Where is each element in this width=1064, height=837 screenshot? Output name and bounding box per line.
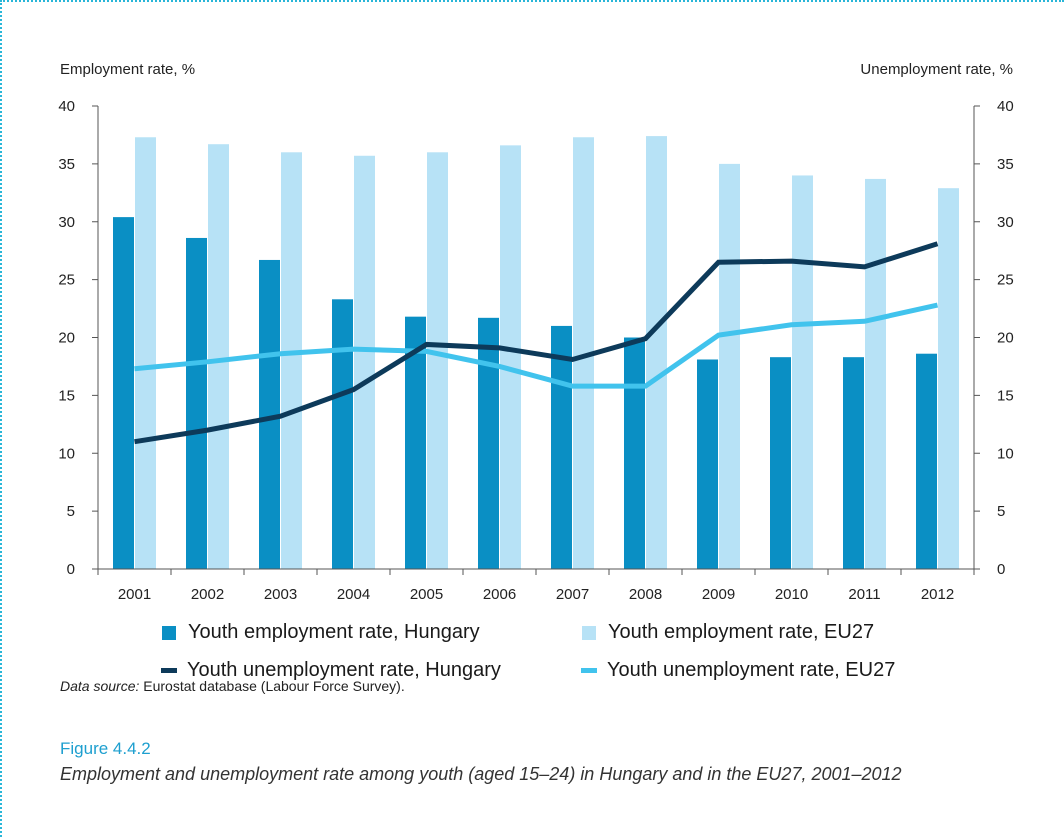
bar-employment-hungary-2002 — [186, 237, 207, 569]
right-axis-title: Unemployment rate, % — [860, 61, 1013, 78]
x-axis-tick-label-2002: 2002 — [191, 586, 224, 603]
bar-employment-eu27-2012 — [938, 188, 959, 569]
bar-employment-hungary-2011 — [843, 357, 864, 569]
frame-left-border — [0, 0, 2, 837]
bar-employment-hungary-2003 — [259, 259, 280, 569]
x-axis-tick-label-2008: 2008 — [629, 586, 662, 603]
left-axis-tick-label-0: 0 — [67, 561, 75, 578]
bar-employment-eu27-2001 — [135, 137, 156, 569]
legend-item-employment-hungary: Youth employment rate, Hungary — [162, 621, 480, 644]
lines-group — [134, 241, 939, 445]
bars-group — [113, 136, 959, 570]
right-axis-tick-label-25: 25 — [997, 272, 1014, 289]
bar-employment-eu27-2010 — [792, 175, 813, 569]
x-axis-tick-label-2010: 2010 — [775, 586, 808, 603]
axes-group: 0 0 5 5 10 10 15 15 20 20 25 25 30 30 35 35 40 40 2001 2002… — [58, 98, 1013, 603]
x-axis-tick-label-2006: 2006 — [483, 586, 516, 603]
right-axis-tick-label-0: 0 — [997, 561, 1005, 578]
left-axis-tick-label-40: 40 — [58, 98, 75, 115]
legend-label-unemployment-hungary: Youth unemployment rate, Hungary — [187, 659, 501, 681]
legend-label-unemployment-eu27: Youth unemployment rate, EU27 — [607, 659, 896, 681]
right-axis-tick-label-15: 15 — [997, 387, 1014, 404]
bar-employment-hungary-2001 — [113, 217, 134, 569]
bar-employment-hungary-2009 — [697, 359, 718, 569]
bar-employment-eu27-2004 — [354, 155, 375, 569]
bar-employment-eu27-2002 — [208, 144, 229, 569]
line-unemployment-hungary — [134, 241, 939, 445]
bar-employment-eu27-2005 — [427, 152, 448, 570]
chart: Employment rate, % Unemployment rate, % … — [58, 61, 1013, 603]
bar-employment-hungary-2004 — [332, 299, 353, 569]
bar-employment-hungary-2007 — [551, 325, 572, 569]
data-source-text: Eurostat database (Labour Force Survey). — [139, 678, 405, 694]
x-axis-tick-label-2001: 2001 — [118, 586, 151, 603]
line-unemployment-eu27 — [134, 302, 939, 389]
legend-swatch-unemployment-hungary — [161, 668, 177, 673]
x-axis-tick-label-2009: 2009 — [702, 586, 735, 603]
x-axis-tick-label-2003: 2003 — [264, 586, 297, 603]
left-axis-tick-label-35: 35 — [58, 156, 75, 173]
bar-employment-eu27-2008 — [646, 136, 667, 569]
left-axis-tick-label-15: 15 — [58, 387, 75, 404]
bar-employment-eu27-2007 — [573, 137, 594, 569]
legend-item-unemployment-hungary: Youth unemployment rate, Hungary — [161, 659, 501, 682]
left-axis-title: Employment rate, % — [60, 61, 195, 78]
x-axis-tick-label-2007: 2007 — [556, 586, 589, 603]
left-axis-tick-label-10: 10 — [58, 445, 75, 462]
figure-caption: Employment and unemployment rate among y… — [60, 764, 902, 784]
legend-swatch-employment-eu27 — [582, 625, 596, 640]
legend-item-employment-eu27: Youth employment rate, EU27 — [582, 621, 874, 644]
bar-employment-hungary-2005 — [405, 316, 426, 569]
data-source-note: Data source: Eurostat database (Labour F… — [60, 678, 405, 694]
bar-employment-eu27-2011 — [865, 178, 886, 570]
x-axis-tick-label-2012: 2012 — [921, 586, 954, 603]
right-axis-tick-label-10: 10 — [997, 445, 1014, 462]
x-axis-tick-label-2004: 2004 — [337, 586, 370, 603]
right-axis-tick-label-20: 20 — [997, 330, 1014, 347]
data-source-label: Data source: — [60, 678, 140, 694]
frame-top-border — [0, 0, 1064, 2]
bar-employment-hungary-2010 — [770, 357, 791, 569]
left-axis-tick-label-30: 30 — [58, 214, 75, 231]
legend-item-unemployment-eu27: Youth unemployment rate, EU27 — [581, 659, 895, 682]
right-axis-tick-label-40: 40 — [997, 98, 1014, 115]
bar-employment-hungary-2006 — [478, 317, 499, 569]
bar-employment-hungary-2012 — [916, 353, 937, 569]
legend-swatch-employment-hungary — [162, 625, 176, 640]
bar-employment-hungary-2008 — [624, 337, 645, 569]
figure-number: Figure 4.4.2 — [60, 739, 151, 758]
legend-label-employment-hungary: Youth employment rate, Hungary — [188, 621, 480, 643]
bar-employment-eu27-2009 — [719, 163, 740, 569]
left-axis-tick-label-5: 5 — [67, 503, 75, 520]
left-axis-tick-label-20: 20 — [58, 330, 75, 347]
legend-label-employment-eu27: Youth employment rate, EU27 — [608, 621, 875, 643]
right-axis-tick-label-30: 30 — [997, 214, 1014, 231]
right-axis-tick-label-5: 5 — [997, 503, 1005, 520]
bar-employment-eu27-2003 — [281, 152, 302, 570]
bar-employment-eu27-2006 — [500, 145, 521, 570]
x-axis-tick-label-2005: 2005 — [410, 586, 443, 603]
right-axis-tick-label-35: 35 — [997, 156, 1014, 173]
x-axis-tick-label-2011: 2011 — [848, 586, 880, 603]
legend-swatch-unemployment-eu27 — [581, 668, 597, 673]
left-axis-tick-label-25: 25 — [58, 272, 75, 289]
